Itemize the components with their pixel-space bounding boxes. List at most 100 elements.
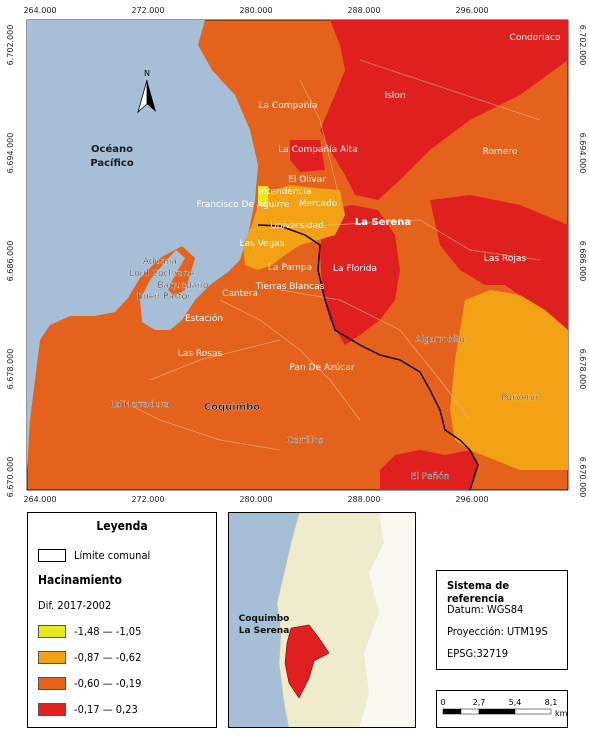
place-label: Intendencia — [258, 187, 311, 197]
y-tick-label: 6.702.000 — [6, 25, 15, 66]
boundary-label: Límite comunal — [74, 549, 151, 562]
y-axis-right: 6.702.000 6.694.000 6.686.000 6.678.000 6.67… — [578, 25, 587, 498]
place-label: Estación — [185, 313, 223, 324]
place-label: La Florida — [333, 264, 377, 274]
legend-subtitle: Dif. 2017-2002 — [38, 599, 112, 612]
scale-bar-box: 0 2,7 5,4 8,1 km — [436, 690, 568, 728]
place-label: La Pampa — [268, 263, 312, 273]
x-tick-label: 288.000 — [347, 6, 380, 15]
y-tick-label: 6.686.000 — [6, 241, 15, 282]
place-label: Porvenir — [501, 393, 538, 403]
scale-unit: km — [555, 709, 567, 718]
north-label: N — [144, 69, 150, 78]
zone-mid-porvenir — [450, 290, 568, 470]
class-3-label: -0,60 — -0,19 — [74, 677, 142, 690]
inset-study-area — [284, 624, 330, 699]
place-label: Las Vegas — [240, 239, 285, 249]
y-tick-label: 6.670.000 — [578, 457, 587, 498]
legend-box: Leyenda Límite comunal Hacinamiento Dif.… — [27, 512, 217, 728]
class-1-label: -1,48 — -1,05 — [74, 625, 142, 638]
zone-high-florida — [320, 205, 400, 345]
communal-boundary — [257, 224, 471, 451]
class-2-label: -0,87 — -0,62 — [74, 651, 142, 664]
legend-class-2: -0,87 — -0,62 — [38, 651, 141, 664]
place-label: La Serena — [355, 217, 411, 228]
reference-box: Sistema de referencia Datum: WGS84 Proye… — [436, 570, 568, 670]
place-label: Lord Cochrane — [129, 269, 195, 279]
class-2-swatch — [38, 651, 66, 664]
class-3-swatch — [38, 677, 66, 690]
x-tick-label: 296.000 — [455, 6, 488, 15]
legend-class-4: -0,17 — 0,23 — [38, 703, 138, 716]
legend-class-1: -1,48 — -1,05 — [38, 625, 141, 638]
place-label: Aduana — [143, 257, 177, 267]
boundary-swatch — [38, 549, 66, 562]
place-label: Cerrillos — [287, 436, 324, 446]
ocean-area — [27, 20, 258, 470]
place-label: Algarrobito — [415, 335, 465, 345]
ocean-label-line1: Océano — [91, 143, 133, 155]
class-4-swatch — [38, 703, 66, 716]
class-4-label: -0,17 — 0,23 — [74, 703, 138, 716]
ocean-label-line2: Pacífico — [90, 157, 134, 169]
y-axis-left: 6.702.000 6.694.000 6.686.000 6.678.000 6.67… — [6, 25, 15, 498]
x-tick-label: 264.000 — [23, 6, 56, 15]
place-label: Universidad — [270, 221, 324, 231]
place-label: Francisco De Aguirre — [197, 200, 290, 210]
y-tick-label: 6.670.000 — [6, 457, 15, 498]
reference-datum: Datum: WGS84 — [447, 603, 524, 616]
place-label: Mercado — [299, 199, 338, 209]
place-label: El Olivar — [288, 175, 326, 185]
scale-bar: 0 2,7 5,4 8,1 km — [440, 698, 567, 718]
reference-title: Sistema de referencia — [447, 579, 510, 605]
class-1-swatch — [38, 625, 66, 638]
legend-boundary-row: Límite comunal — [38, 549, 150, 562]
zone-high-compania-alta — [290, 140, 325, 172]
variable-title: Hacinamiento — [38, 573, 122, 587]
scale-label-3: 8,1 — [545, 698, 558, 707]
place-label: Coquimbo — [204, 402, 260, 413]
x-axis-top: 264.000 272.000 280.000 288.000 296.000 — [23, 6, 488, 15]
inset-map[interactable]: Coquimbo La Serena — [228, 512, 416, 728]
place-labels: Condoriaco Islon La Compañía La Compañía Al… — [110, 33, 561, 482]
zone-low — [258, 186, 268, 206]
place-label: Romero — [483, 147, 518, 157]
x-tick-label: 272.000 — [131, 495, 164, 504]
reference-epsg: EPSG:32719 — [447, 647, 508, 660]
legend-class-3: -0,60 — -0,19 — [38, 677, 141, 690]
place-label: Baquedano — [157, 281, 209, 291]
reference-projection: Proyección: UTM19S — [447, 625, 548, 638]
x-tick-label: 280.000 — [239, 495, 272, 504]
place-label: La Herradura — [110, 400, 169, 410]
north-arrow-icon — [137, 79, 156, 114]
place-label: Condoriaco — [510, 33, 561, 43]
x-tick-label: 288.000 — [347, 495, 380, 504]
place-label: Tierras Blancas — [255, 282, 325, 292]
y-tick-label: 6.686.000 — [578, 241, 587, 282]
place-label: Islon — [384, 91, 405, 101]
place-label: Cantera — [222, 289, 258, 299]
inset-label-laserena: La Serena — [239, 626, 290, 636]
y-tick-label: 6.694.000 — [578, 133, 587, 174]
legend-title: Leyenda — [96, 519, 148, 533]
inset-label-coquimbo: Coquimbo — [239, 614, 290, 624]
scale-label-2: 5,4 — [509, 698, 522, 707]
x-axis-bottom: 264.000 272.000 280.000 288.000 296.000 — [23, 495, 488, 504]
y-tick-label: 6.694.000 — [6, 133, 15, 174]
place-label: El Peñón — [411, 471, 450, 482]
scale-label-1: 2,7 — [473, 698, 486, 707]
place-label: Buen Pastor — [137, 292, 191, 302]
x-tick-label: 280.000 — [239, 6, 272, 15]
x-tick-label: 264.000 — [23, 495, 56, 504]
y-tick-label: 6.678.000 — [578, 349, 587, 390]
communal-boundary-east — [469, 449, 479, 491]
inset-mountains — [359, 513, 415, 727]
zone-high-north — [320, 20, 568, 200]
scale-label-0: 0 — [440, 698, 445, 707]
x-tick-label: 272.000 — [131, 6, 164, 15]
zone-high-east — [430, 195, 568, 330]
x-tick-label: 296.000 — [455, 495, 488, 504]
place-label: Las Rojas — [484, 254, 526, 264]
place-label: La Compañía Alta — [278, 145, 357, 155]
